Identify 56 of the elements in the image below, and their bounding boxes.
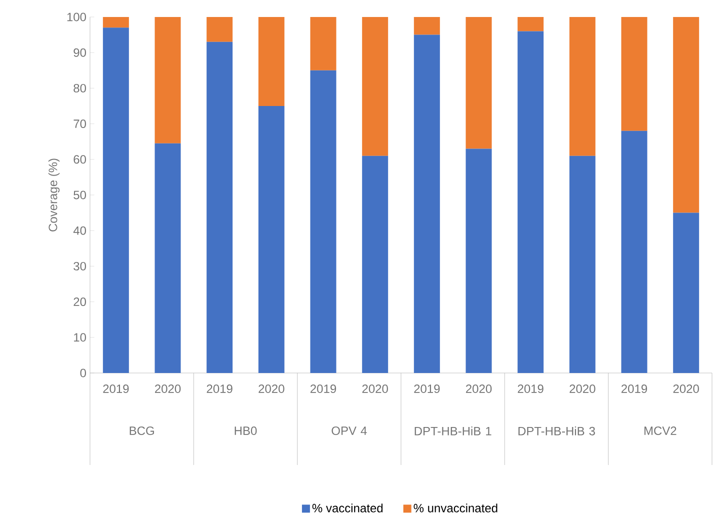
y-tick-label: 60: [74, 155, 86, 164]
bar: [310, 70, 336, 373]
x-tick-label: 2020: [673, 384, 699, 394]
x-tick-label: 2020: [362, 384, 388, 394]
bar: [673, 16, 700, 213]
bar: [466, 16, 492, 149]
bar: [362, 16, 388, 156]
bar: [102, 16, 129, 28]
bar: [154, 16, 181, 144]
bar: [673, 212, 700, 373]
x-tick-label: 2020: [570, 384, 596, 394]
y-tick-label: 90: [74, 48, 86, 57]
bar: [206, 16, 233, 42]
bar: [621, 130, 648, 373]
x-tick-label: 2019: [414, 384, 440, 394]
y-tick-label: 20: [74, 298, 86, 306]
legend-label: % vaccinated: [312, 504, 383, 512]
y-tick-label: 80: [74, 84, 86, 92]
bar: [154, 143, 181, 373]
x-tick-label: 2020: [466, 384, 492, 394]
y-tick-label: 40: [73, 226, 86, 235]
y-tick-label: 50: [74, 190, 86, 200]
bar: [206, 42, 233, 373]
bar: [569, 156, 596, 373]
x-tick-label: 2019: [206, 384, 232, 394]
bar: [569, 16, 596, 156]
y-tick-label: 30: [74, 262, 86, 270]
bar: [102, 28, 129, 373]
text: BCG: [130, 426, 154, 436]
bar: [310, 16, 336, 70]
x-tick-label: 2019: [518, 384, 544, 394]
x-tick-label: 2019: [103, 384, 129, 394]
text: OPV 4: [332, 426, 367, 436]
bar: [258, 106, 284, 373]
bar: [362, 156, 388, 373]
bar: [414, 34, 440, 373]
bar: [621, 16, 648, 131]
x-tick-label: 2020: [155, 384, 181, 394]
text: MCV2: [644, 426, 676, 436]
y-tick-label: 0: [80, 368, 86, 378]
text: HB0: [234, 426, 257, 436]
bar: [258, 16, 284, 106]
text: DPT-HB-HiB 3: [518, 426, 595, 436]
y-tick-label: 70: [74, 120, 86, 128]
text: DPT-HB-HiB 1: [414, 426, 492, 436]
bar: [414, 16, 440, 35]
bar: [518, 31, 544, 373]
legend-label: % unvaccinated: [414, 504, 498, 512]
bar: [466, 148, 492, 373]
bar: [518, 16, 544, 32]
x-tick-label: 2020: [258, 384, 284, 394]
y-tick-label: 10: [74, 333, 86, 342]
x-tick-label: 2019: [310, 384, 336, 394]
y-axis-title: Coverage (%): [48, 158, 60, 232]
y-tick-label: 100: [67, 12, 86, 22]
x-tick-label: 2019: [622, 384, 648, 394]
